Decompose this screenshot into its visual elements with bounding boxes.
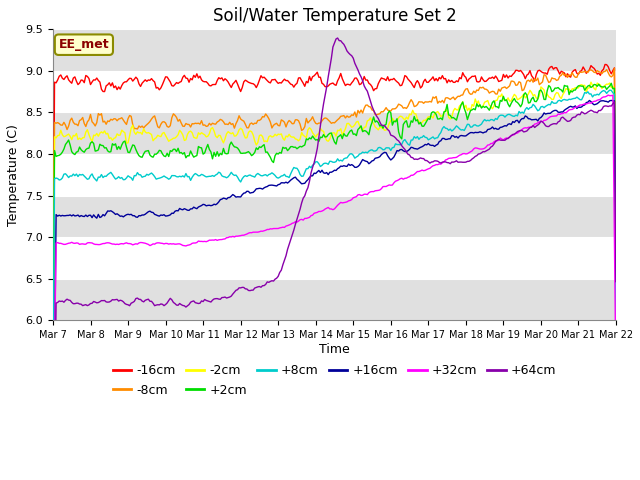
- Bar: [53, 112, 616, 154]
- Bar: [53, 279, 616, 321]
- Legend: -16cm, -8cm, -2cm, +2cm, +8cm, +16cm, +32cm, +64cm: -16cm, -8cm, -2cm, +2cm, +8cm, +16cm, +3…: [108, 359, 561, 401]
- X-axis label: Time: Time: [319, 343, 350, 356]
- Bar: [53, 196, 616, 237]
- Title: Soil/Water Temperature Set 2: Soil/Water Temperature Set 2: [212, 7, 456, 25]
- Bar: [53, 29, 616, 71]
- Y-axis label: Temperature (C): Temperature (C): [7, 124, 20, 226]
- Text: EE_met: EE_met: [59, 38, 109, 51]
